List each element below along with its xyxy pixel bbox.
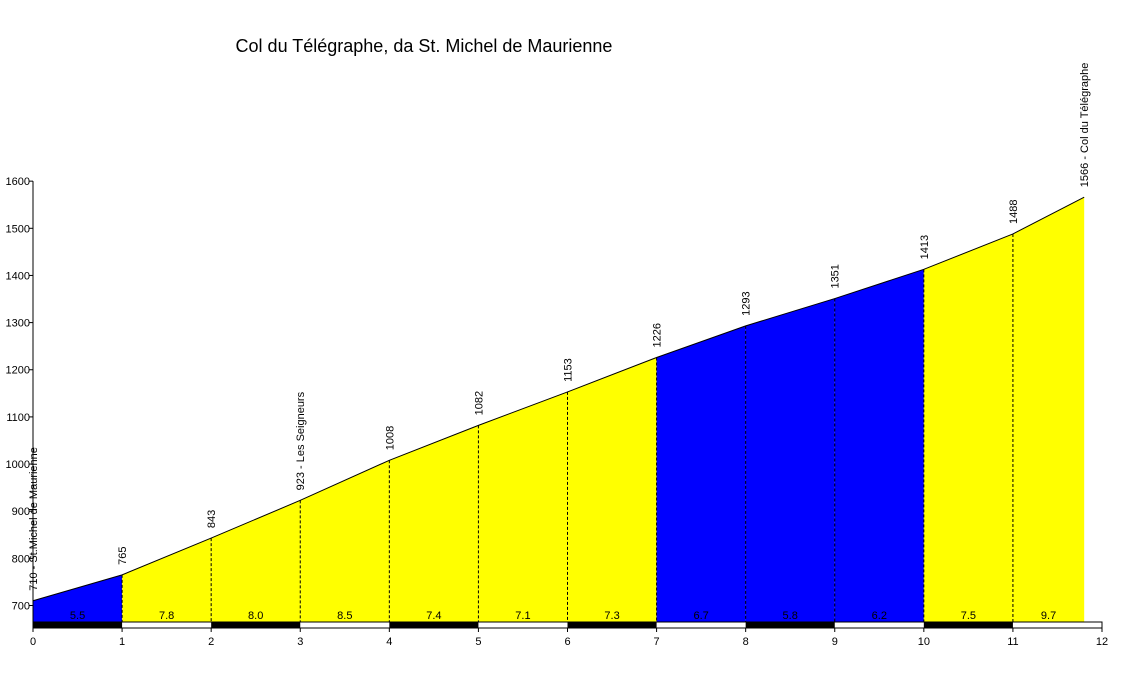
km-bar-block-10 (923, 622, 1013, 628)
x-tick-label-8: 8 (743, 636, 749, 648)
gradient-label-1: 5.5 (70, 610, 85, 622)
segment-fill-11 (923, 233, 1013, 622)
elevation-label-3: 843 (206, 510, 218, 528)
km-bar-layer (32, 621, 1103, 629)
elevation-label-2: 765 (117, 546, 129, 564)
y-tick-label-1200: 1200 (6, 365, 30, 377)
segment-fill-3 (211, 500, 301, 622)
km-bar-block-0 (33, 622, 123, 628)
segment-fill-7 (567, 357, 657, 622)
segment-fill-10 (834, 269, 924, 622)
y-tick-label-900: 900 (12, 506, 30, 518)
x-tick-label-2: 2 (208, 636, 214, 648)
elevation-label-5: 1008 (384, 426, 396, 450)
gradient-label-4: 8.5 (337, 610, 352, 622)
y-tick-label-1300: 1300 (6, 318, 30, 330)
chart-title: Col du Télégraphe, da St. Michel de Maur… (236, 36, 613, 56)
y-tick-label-1500: 1500 (6, 223, 30, 235)
x-tick-label-4: 4 (386, 636, 392, 648)
y-tick-label-1100: 1100 (6, 412, 30, 424)
y-tick-label-700: 700 (12, 600, 30, 612)
elevation-label-11: 1413 (919, 235, 931, 259)
segment-fill-2 (122, 538, 212, 622)
km-divider-layer (121, 233, 1014, 622)
gradient-label-10: 6.2 (872, 610, 887, 622)
elevation-label-13: 1566 - Col du Télégraphe (1079, 63, 1091, 188)
elevation-label-9: 1293 (741, 291, 753, 315)
km-bar-block-8 (745, 622, 835, 628)
segment-fill-5 (389, 425, 479, 622)
elevation-label-4: 923 - Les Seigneurs (295, 391, 307, 490)
km-bar-block-6 (567, 622, 657, 628)
gradient-label-5: 7.4 (426, 610, 441, 622)
gradient-label-3: 8.0 (248, 610, 263, 622)
elevation-label-layer: 710 - St.Michel de Maurienne 765 843 923 - … (28, 63, 1091, 591)
segment-fill-8 (656, 325, 746, 622)
gradient-label-9: 5.8 (783, 610, 798, 622)
gradient-label-layer: 5.5 7.8 8.0 8.5 7.4 7.1 7.3 6.7 5.8 6.2 7.5 9.7 (70, 610, 1056, 622)
x-tick-label-11: 11 (1007, 636, 1018, 648)
x-tick-label-5: 5 (475, 636, 481, 648)
gradient-label-12: 9.7 (1041, 610, 1056, 622)
x-tick-label-7: 7 (654, 636, 660, 648)
y-tick-label-800: 800 (12, 553, 30, 565)
y-tick-label-1400: 1400 (6, 270, 30, 282)
elevation-label-1: 710 - St.Michel de Maurienne (28, 447, 40, 591)
y-tick-label-1000: 1000 (6, 459, 30, 471)
km-bar-block-2 (211, 622, 301, 628)
segment-fill-4 (300, 460, 390, 622)
y-tick-label-1600: 1600 (6, 176, 30, 188)
km-bar-block-4 (389, 622, 479, 628)
elevation-label-7: 1153 (563, 358, 575, 382)
gradient-label-6: 7.1 (515, 610, 530, 622)
x-tick-label-12: 12 (1096, 636, 1108, 648)
elevation-label-8: 1226 (652, 323, 664, 347)
x-tick-label-0: 0 (30, 636, 36, 648)
gradient-label-7: 7.3 (604, 610, 619, 622)
x-tick-label-6: 6 (564, 636, 570, 648)
x-tick-label-3: 3 (297, 636, 303, 648)
x-tick-label-1: 1 (119, 636, 125, 648)
x-tick-label-9: 9 (832, 636, 838, 648)
gradient-label-8: 6.7 (693, 610, 708, 622)
gradient-label-11: 7.5 (961, 610, 976, 622)
elevation-label-6: 1082 (473, 391, 485, 415)
elevation-label-12: 1488 (1008, 199, 1020, 223)
elevation-fill-layer (33, 197, 1085, 622)
segment-fill-1 (33, 574, 123, 622)
elevation-label-10: 1351 (830, 264, 842, 288)
segment-fill-12 (1012, 197, 1085, 622)
x-tick-label-10: 10 (918, 636, 930, 648)
segment-fill-6 (478, 391, 568, 622)
gradient-label-2: 7.8 (159, 610, 174, 622)
segment-fill-9 (745, 298, 835, 622)
